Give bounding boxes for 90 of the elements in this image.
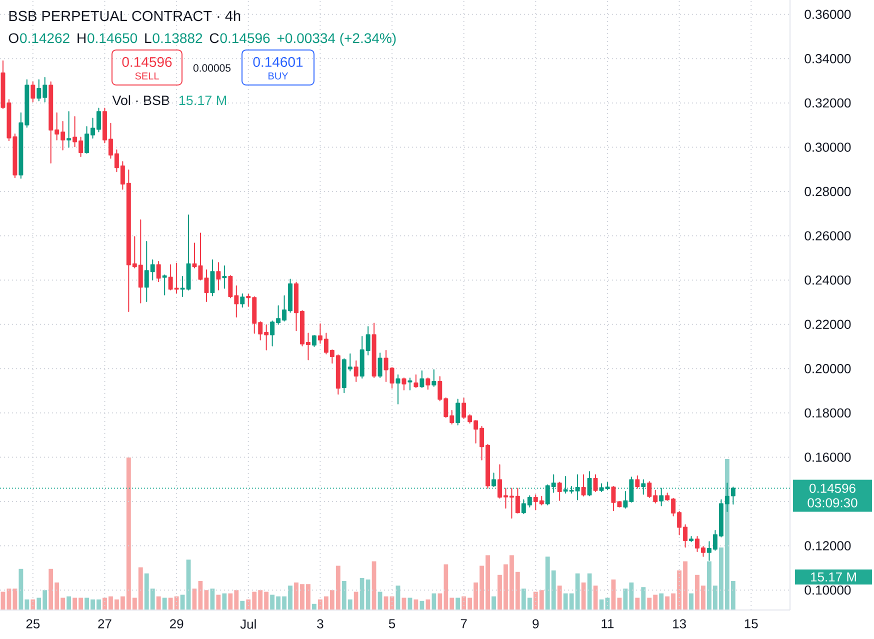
x-tick-label: 3 [317, 619, 324, 628]
ref-line-label: 0.14596 [810, 484, 856, 493]
y-tick-label: 0.26000 [804, 231, 851, 240]
y-tick-label: 0.16000 [804, 452, 851, 462]
annotation: 0.14596 [220, 33, 270, 44]
candlestick [659, 488, 664, 506]
candlestick [432, 369, 436, 387]
text: 15.17 M [811, 572, 856, 582]
candlestick [312, 334, 316, 348]
bar [689, 593, 694, 610]
annotation: 15.17 M [179, 96, 226, 106]
candlestick [730, 486, 736, 505]
bar [66, 596, 72, 610]
bar [156, 596, 161, 610]
candlestick [641, 479, 646, 495]
y-tick-label: 0.10000 [804, 585, 851, 595]
candlestick [587, 471, 592, 496]
x-tick-label: 15 [744, 619, 758, 628]
candlestick [192, 242, 197, 268]
y-tick-label: 0.18000 [804, 408, 851, 418]
annotation: +0.00334 (+2.34%) [277, 32, 396, 46]
annotation: 0.14650 [88, 33, 138, 44]
annotation: H [78, 33, 86, 43]
annotation: 0.00005 [193, 64, 231, 72]
annotation: 0.14262 [20, 33, 70, 44]
y-tick-label: 0.32000 [804, 98, 851, 108]
candlestick [30, 81, 36, 102]
candlestick [354, 360, 358, 382]
bar [492, 596, 496, 610]
candlestick [593, 474, 598, 492]
bar [659, 593, 664, 610]
candlestick [689, 536, 694, 542]
candlestick [408, 378, 412, 390]
candlestick [240, 293, 245, 308]
y-tick-label: 0.20000 [804, 364, 851, 374]
candlestick [420, 370, 424, 388]
x-tick-label: 11 [602, 619, 614, 628]
candlestick [414, 374, 418, 388]
x-tick-label: Jul [240, 619, 256, 629]
bar [557, 586, 562, 610]
bar [162, 598, 167, 610]
candlestick [635, 475, 640, 489]
candlestick [426, 377, 430, 390]
bar [222, 593, 227, 610]
candlestick [162, 274, 167, 296]
bar [30, 599, 36, 610]
x-tick-label: 13 [673, 619, 686, 628]
x-tick-label: 25 [26, 619, 40, 628]
candlestick [372, 322, 376, 378]
x-tick-label: 29 [170, 619, 184, 628]
x-tick-label: 27 [98, 619, 112, 628]
candlestick [492, 472, 496, 487]
annotation: BUY [268, 72, 288, 80]
annotation: O [8, 33, 18, 44]
text: BSB PERPETUAL CONTRACT · 4h [9, 10, 240, 22]
candlestick [396, 374, 400, 404]
bar [635, 598, 640, 610]
y-tick-label: 0.36000 [804, 10, 851, 19]
candlestick [216, 262, 221, 290]
bar [456, 598, 460, 610]
candlestick [581, 474, 586, 496]
candlestick [66, 111, 72, 148]
annotation: L [145, 33, 152, 43]
annotation: SELL [135, 72, 159, 80]
candlestick [402, 377, 406, 390]
bar [216, 594, 221, 610]
annotation: 0.13882 [152, 33, 202, 44]
y-tick-label: 0.30000 [804, 142, 851, 152]
x-tick-label: 7 [460, 619, 467, 628]
x-tick-label: 9 [532, 619, 539, 628]
bar [641, 587, 646, 610]
y-tick-label: 0.28000 [804, 186, 851, 196]
candlestick [222, 265, 227, 289]
annotation: C [210, 33, 219, 44]
y-tick-label: 0.34000 [804, 54, 851, 64]
annotation: 0.14601 [253, 57, 303, 67]
y-tick-label: 0.22000 [804, 320, 851, 329]
y-tick-label: 0.12000 [804, 541, 851, 550]
candlestick [210, 259, 215, 296]
text: 03:09:30 [808, 498, 858, 508]
bar [312, 604, 316, 610]
candlestick [557, 482, 562, 501]
candlestick [156, 260, 161, 282]
candlestick [456, 398, 460, 426]
bar [240, 600, 245, 610]
x-tick-label: 5 [388, 619, 396, 628]
candlestick [378, 352, 382, 378]
annotation: 0.14596 [122, 57, 172, 67]
y-tick-label: 0.24000 [804, 275, 851, 285]
chart-title: Vol · BSB [112, 95, 170, 106]
